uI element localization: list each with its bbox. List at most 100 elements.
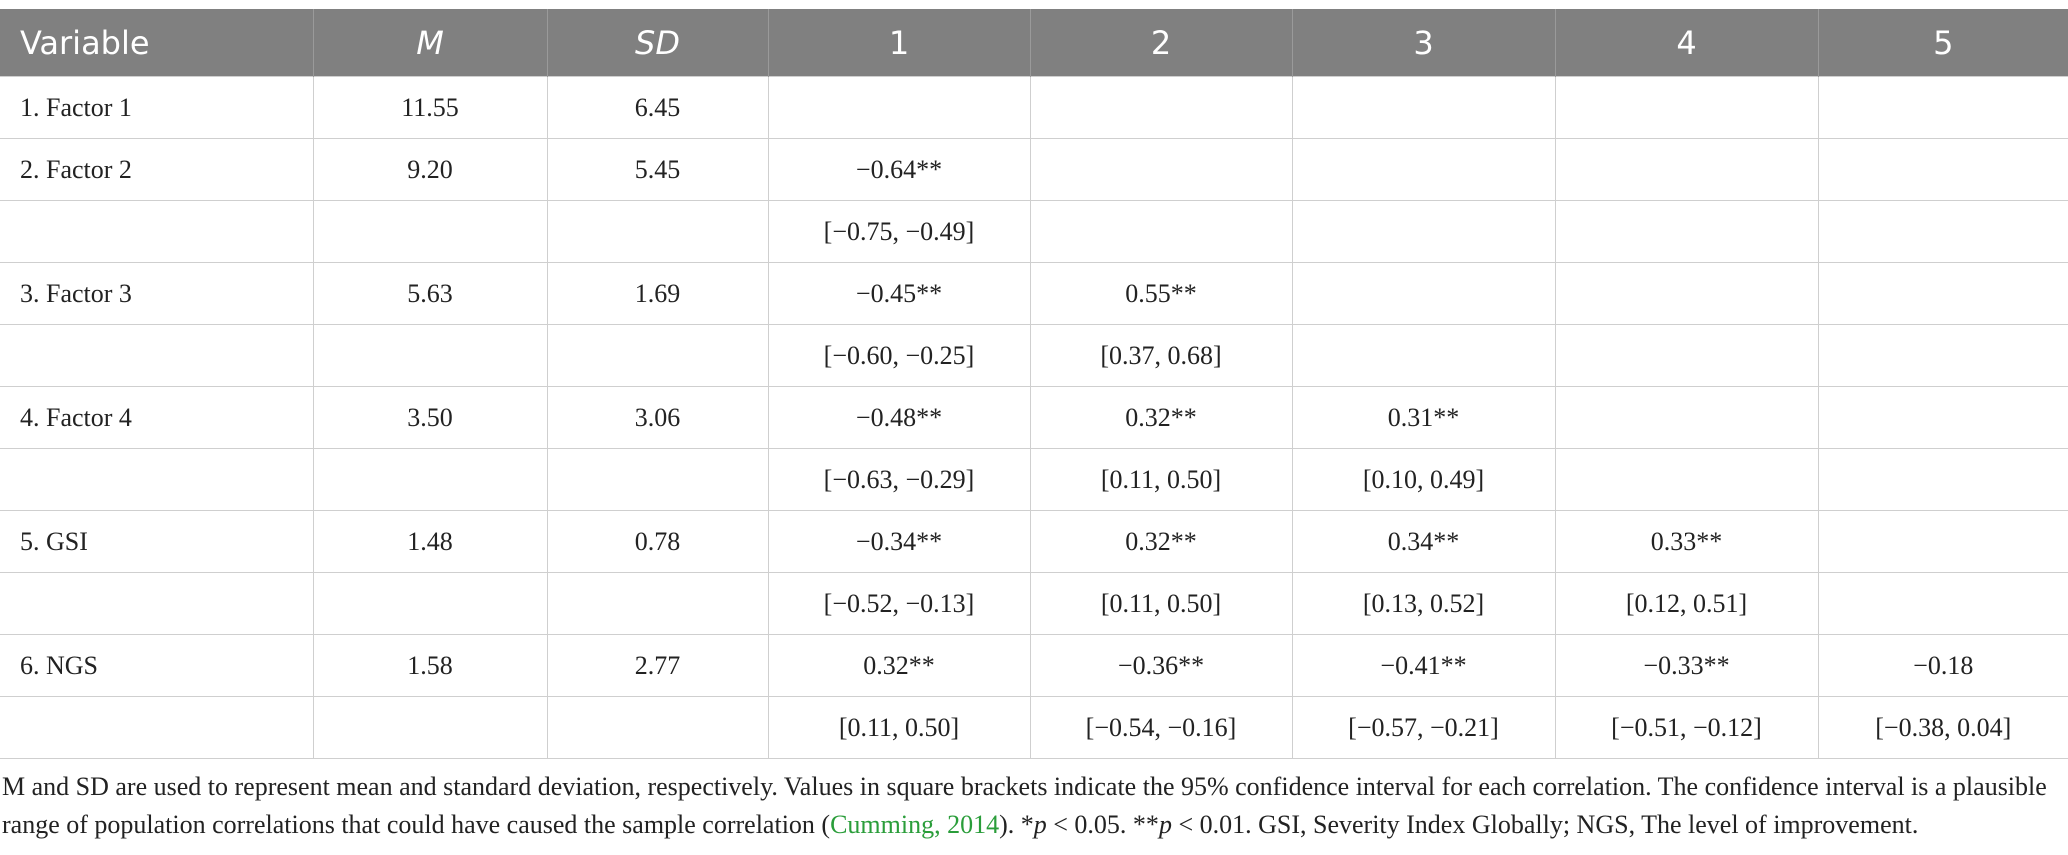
table-row: 1. Factor 1 11.55 6.45 [0,76,2068,139]
correlation-cell: −0.48** [767,386,1031,449]
variable-cell: 1. Factor 1 [0,76,314,139]
correlation-cell [1291,262,1556,325]
ci-cell: [−0.51, −0.12] [1554,696,1819,759]
variable-cell: 5. GSI [0,510,314,573]
ci-cell: [−0.60, −0.25] [767,324,1031,387]
empty-cell [546,572,769,635]
ci-cell: [0.10, 0.49] [1291,448,1556,511]
empty-cell [0,448,314,511]
correlation-cell [1291,76,1556,139]
correlation-cell [1554,262,1819,325]
header-cell: 2 [1029,9,1292,77]
mean-cell: 11.55 [312,76,548,139]
correlation-cell: 0.33** [1554,510,1819,573]
ci-cell [1817,200,2068,263]
note-text: ). * [999,810,1034,839]
sd-cell: 1.69 [546,262,769,325]
empty-cell [0,696,314,759]
variable-cell: 3. Factor 3 [0,262,314,325]
empty-cell [546,324,769,387]
correlation-cell [1029,76,1293,139]
ci-cell: [−0.54, −0.16] [1029,696,1293,759]
mean-cell: 9.20 [312,138,548,201]
citation-link[interactable]: Cumming, 2014 [830,810,1000,839]
note-text: < 0.05. ** [1046,810,1159,839]
table-body: 1. Factor 1 11.55 6.45 2. Factor 2 9.20 5.45−… [0,76,2068,759]
variable-cell: 4. Factor 4 [0,386,314,449]
ci-row: [−0.52, −0.13] [0.11, 0.50] [0.13, 0.52] [0… [0,572,2068,635]
mean-cell: 1.48 [312,510,548,573]
sd-cell: 6.45 [546,76,769,139]
ci-cell: [0.13, 0.52] [1291,572,1556,635]
empty-cell [0,324,314,387]
correlation-cell [1291,138,1556,201]
ci-row: [−0.60, −0.25] [0.37, 0.68] [0,324,2068,387]
mean-cell: 5.63 [312,262,548,325]
ci-cell: [−0.63, −0.29] [767,448,1031,511]
ci-cell: [−0.75, −0.49] [767,200,1031,263]
empty-cell [546,696,769,759]
header-cell: SD [546,9,768,77]
sd-cell: 0.78 [546,510,769,573]
table-row: 5. GSI 1.48 0.78 −0.34** 0.32** 0.34** 0.33** [0,510,2068,573]
correlation-cell: 0.31** [1291,386,1556,449]
sd-cell: 3.06 [546,386,769,449]
note-text: < 0.01. GSI, Severity Index Globally; NG… [1171,810,1919,839]
correlation-cell [1029,138,1293,201]
correlation-cell: −0.36** [1029,634,1293,697]
empty-cell [312,324,548,387]
table-note: M and SD are used to represent mean and … [2,768,2062,844]
empty-cell [312,200,548,263]
ci-cell [1554,200,1819,263]
mean-cell: 1.58 [312,634,548,697]
ci-row: [0.11, 0.50] [−0.54, −0.16] [−0.57, −0.21]… [0,696,2068,759]
correlation-cell: −0.41** [1291,634,1556,697]
correlation-cell: 0.32** [1029,386,1293,449]
header-cell: 5 [1817,9,2068,77]
ci-cell [1291,324,1556,387]
ci-cell: [−0.38, 0.04] [1817,696,2068,759]
correlation-cell [1554,386,1819,449]
correlation-cell: −0.45** [767,262,1031,325]
ci-cell [1817,448,2068,511]
correlation-cell: −0.64** [767,138,1031,201]
empty-cell [546,200,769,263]
correlation-cell [767,76,1031,139]
ci-cell [1029,200,1293,263]
table-row: 4. Factor 4 3.50 3.06 −0.48** 0.32** 0.31** [0,386,2068,449]
ci-cell [1817,572,2068,635]
ci-cell: [−0.52, −0.13] [767,572,1031,635]
ci-cell [1817,324,2068,387]
empty-cell [312,448,548,511]
table-row: 2. Factor 2 9.20 5.45 −0.64** [0,138,2068,201]
correlation-cell: −0.33** [1554,634,1819,697]
correlation-cell: 0.55** [1029,262,1293,325]
note-text: p [1158,810,1172,839]
header-cell: 3 [1291,9,1555,77]
ci-cell: [0.11, 0.50] [1029,572,1293,635]
correlation-cell: 0.32** [1029,510,1293,573]
variable-cell: 2. Factor 2 [0,138,314,201]
ci-row: [−0.75, −0.49] [0,200,2068,263]
ci-cell [1291,200,1556,263]
correlation-cell: 0.32** [767,634,1031,697]
note-text: p [1033,810,1047,839]
ci-cell: [0.12, 0.51] [1554,572,1819,635]
correlation-cell [1817,386,2068,449]
header-cell: M [312,9,547,77]
ci-cell [1554,448,1819,511]
empty-cell [0,572,314,635]
header-cell: 1 [767,9,1030,77]
table-row: 6. NGS 1.58 2.77 0.32** −0.36** −0.41** −0.33*… [0,634,2068,697]
ci-cell: [0.11, 0.50] [1029,448,1293,511]
correlation-cell [1817,262,2068,325]
correlation-cell [1554,138,1819,201]
correlation-cell [1817,138,2068,201]
correlation-cell: −0.34** [767,510,1031,573]
header-cell: 4 [1554,9,1818,77]
mean-cell: 3.50 [312,386,548,449]
table-row: 3. Factor 3 5.63 1.69 −0.45** 0.55** [0,262,2068,325]
ci-cell [1554,324,1819,387]
ci-cell: [0.37, 0.68] [1029,324,1293,387]
empty-cell [0,200,314,263]
